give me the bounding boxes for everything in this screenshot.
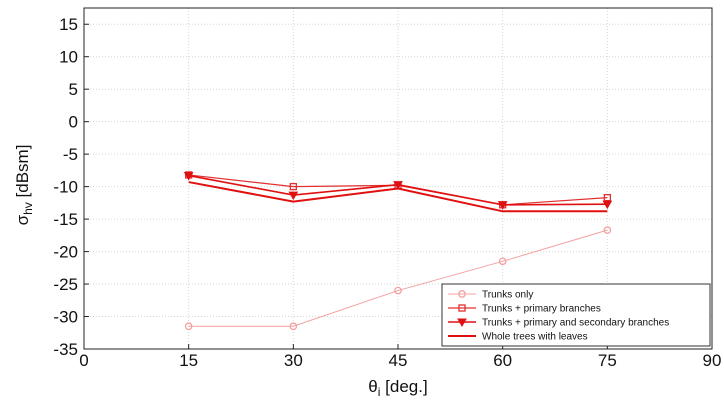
x-tick-label: 0 (79, 351, 88, 370)
y-tick-label: -5 (63, 145, 78, 164)
legend-box (441, 283, 711, 347)
y-tick-label: -20 (53, 243, 78, 262)
legend: Trunks only Trunks + primary branches Trun… (441, 283, 711, 347)
y-axis-label-unit: [dBsm] (13, 145, 32, 198)
data-point (394, 286, 402, 295)
y-axis-label-symbol: σ (13, 214, 32, 225)
y-tick-label: -30 (53, 308, 78, 327)
legend-label: Trunks + primary branches (482, 304, 601, 315)
y-tick-label: 5 (69, 80, 78, 99)
data-point (602, 200, 613, 210)
y-tick-label: -15 (53, 210, 78, 229)
series-3 (188, 181, 608, 213)
series-0 (184, 226, 612, 331)
y-tick-label: -35 (53, 340, 78, 359)
x-axis-label: θi [deg.] (368, 377, 427, 399)
y-tick-label: 15 (59, 15, 78, 34)
series-line (188, 181, 608, 213)
legend-label: Trunks + primary and secondary branches (482, 318, 669, 329)
x-tick-label: 90 (703, 351, 722, 370)
data-point (184, 322, 193, 331)
series-layer (183, 171, 613, 331)
x-tick-label: 75 (598, 351, 617, 370)
series-2 (183, 172, 613, 210)
data-point (183, 172, 194, 181)
data-point (458, 304, 466, 312)
data-point (498, 257, 507, 266)
data-point (457, 318, 467, 328)
y-axis-label-subscript: hv (21, 202, 35, 215)
legend-label: Whole trees with leaves (482, 332, 588, 343)
y-tick-label: -10 (53, 178, 78, 197)
x-tick-label: 15 (179, 351, 198, 370)
ticks: 0 15 30 45 60 75 90 -35 -30 -25 -20 -15 -10 -5 0 5 10 15 (53, 15, 721, 370)
x-axis-label-symbol: θ (368, 377, 377, 396)
x-tick-label: 30 (284, 351, 303, 370)
data-point (288, 191, 299, 201)
y-tick-label: 10 (59, 48, 78, 67)
data-point (458, 290, 466, 298)
series-line (188, 229, 608, 327)
x-axis-label-unit: [deg.] (385, 377, 428, 396)
x-tick-label: 60 (493, 351, 512, 370)
y-tick-label: 0 (69, 113, 78, 132)
y-tick-label: -25 (53, 275, 78, 294)
x-tick-label: 45 (389, 351, 408, 370)
y-axis-label: σhv [dBsm] (13, 145, 35, 226)
data-point (497, 201, 508, 210)
legend-label: Trunks only (482, 290, 533, 301)
data-point (289, 322, 298, 331)
data-point (603, 226, 612, 234)
data-point (289, 182, 297, 191)
x-axis-label-subscript: i (378, 385, 381, 399)
data-point (393, 181, 403, 190)
